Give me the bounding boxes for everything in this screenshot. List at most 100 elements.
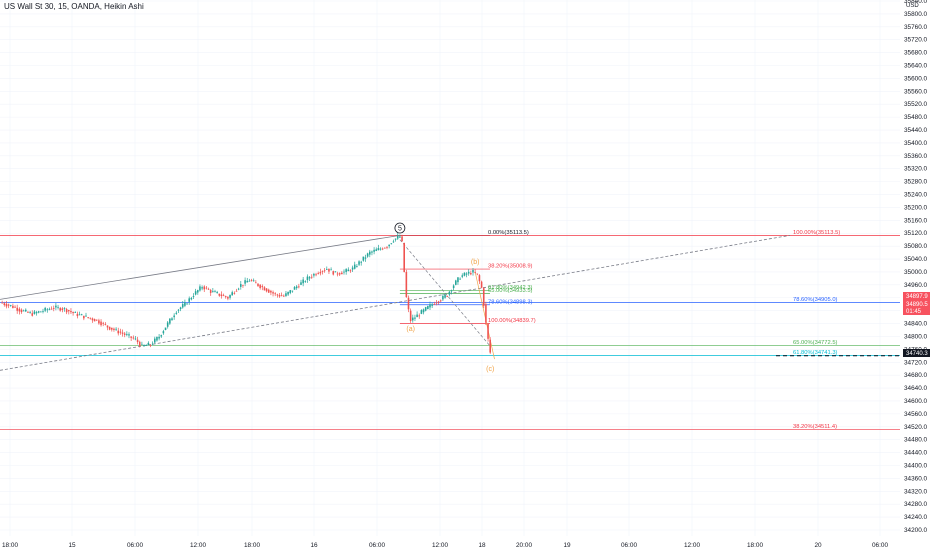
candle-body — [164, 327, 167, 331]
candle-body — [420, 310, 423, 314]
price-tag-box — [903, 307, 930, 315]
y-tick-label: 34240.0 — [904, 514, 928, 521]
wave-label: (a) — [406, 326, 415, 333]
candle-body — [12, 305, 14, 308]
candle-body — [237, 288, 240, 290]
wave-label: 5 — [398, 226, 402, 233]
candle-body — [181, 304, 184, 308]
y-tick-label: 35680.0 — [904, 50, 928, 57]
wave-label: (c) — [486, 366, 494, 373]
y-tick-label: 35040.0 — [904, 256, 928, 263]
candle-body — [334, 271, 337, 273]
candle-body — [175, 312, 178, 314]
candle-body — [396, 236, 399, 239]
candle-body — [412, 317, 414, 321]
candle-body — [392, 241, 395, 243]
price-tag-box — [903, 300, 930, 308]
price-tag-box — [903, 349, 930, 357]
candle-body — [377, 248, 380, 251]
fib-level-label: 78.60%(34898.3) — [488, 299, 533, 305]
candle-body — [289, 290, 292, 293]
candle-body — [358, 261, 360, 265]
y-tick-label: 35720.0 — [904, 37, 928, 44]
candle-body — [274, 293, 276, 295]
candle-body — [381, 248, 384, 250]
x-tick-label: 12:00 — [432, 542, 448, 549]
candle-body — [345, 269, 347, 272]
y-tick-label: 34640.0 — [904, 385, 928, 392]
candle-body — [332, 271, 335, 275]
candle-body — [444, 294, 446, 298]
candle-body — [119, 331, 122, 333]
candle-body — [439, 300, 442, 302]
candle-body — [263, 287, 266, 291]
fib-level-label: 65.00%(34933.5) — [488, 288, 533, 294]
candle-body — [44, 307, 46, 311]
price-tag-box — [903, 292, 930, 300]
y-tick-label: 34440.0 — [904, 450, 928, 457]
fib-level-label: 61.80%(34942.3) — [488, 285, 533, 291]
y-tick-label: 35200.0 — [904, 204, 928, 211]
candle-body — [267, 289, 270, 293]
candle-body — [422, 309, 425, 313]
y-tick-label: 34360.0 — [904, 475, 928, 482]
candle-body — [160, 335, 163, 337]
candle-body — [216, 291, 218, 293]
candle-body — [295, 286, 298, 289]
time-axis[interactable]: 18:00 15 06:00 12:00 18:00 16 06:00 12:00 18 20:0… — [2, 542, 888, 549]
candle-body — [379, 248, 382, 250]
candle-body — [252, 280, 255, 282]
candle-body — [209, 290, 212, 293]
candle-body — [123, 333, 126, 335]
y-tick-label: 35840.0 — [904, 0, 928, 5]
candle-body — [437, 301, 440, 303]
candle-body — [448, 291, 451, 295]
candle-body — [95, 319, 98, 321]
candle-body — [298, 286, 300, 288]
candle-body — [147, 342, 150, 346]
x-tick-label: 12:00 — [190, 542, 206, 549]
trend-lines — [0, 234, 900, 371]
candle-body — [414, 317, 416, 319]
candle-body — [373, 249, 375, 252]
candle-body — [240, 284, 242, 287]
fib-level-label: 38.20%(35008.9) — [488, 264, 533, 270]
candle-body — [179, 307, 182, 310]
candle-body — [108, 326, 111, 330]
candle-body — [93, 319, 96, 322]
candle-body — [285, 293, 287, 297]
candle-body — [143, 344, 145, 347]
candle-body — [149, 344, 152, 346]
candle-body — [203, 286, 206, 290]
candle-body — [283, 295, 285, 297]
x-tick-label: 06:00 — [127, 542, 143, 549]
candle-body — [141, 343, 143, 345]
candle-body — [171, 318, 173, 321]
candle-body — [433, 304, 436, 306]
price-tag-label: 34740.3 — [906, 351, 928, 357]
candle-body — [293, 287, 296, 290]
candle-body — [27, 311, 29, 313]
candle-body — [22, 310, 25, 312]
candle-body — [3, 303, 6, 306]
candle-body — [130, 336, 132, 338]
price-axis[interactable]: 35840.0 35800.0 35760.0 35720.0 35680.0 35640… — [904, 0, 928, 534]
y-tick-label: 35080.0 — [904, 243, 928, 250]
x-tick-label: 18:00 — [244, 542, 260, 549]
candle-body — [7, 304, 10, 306]
candle-body — [207, 288, 210, 290]
candle-body — [14, 306, 16, 308]
candle-body — [162, 331, 165, 334]
candle-body — [489, 339, 491, 353]
candle-body — [306, 276, 309, 281]
candle-body — [482, 288, 485, 306]
candle-body — [446, 296, 448, 297]
y-tick-label: 35640.0 — [904, 63, 928, 70]
candle-body — [349, 270, 352, 272]
x-tick-label: 12:00 — [684, 542, 700, 549]
candle-body — [323, 270, 326, 272]
x-tick-label: 18:00 — [747, 542, 763, 549]
candle-body — [205, 287, 208, 289]
candle-body — [194, 291, 197, 295]
